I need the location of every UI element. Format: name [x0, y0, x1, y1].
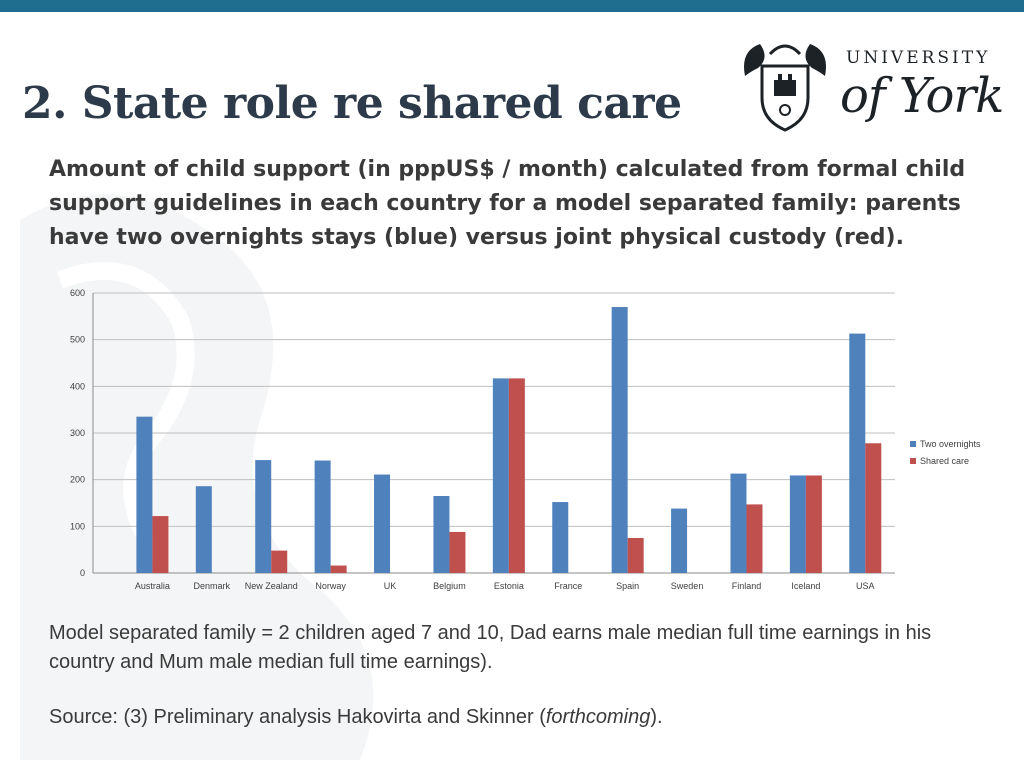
- y-tick-label: 300: [70, 428, 85, 438]
- bar-two-overnights: [611, 307, 628, 573]
- bar-shared-care: [746, 504, 763, 573]
- top-bar: [0, 0, 1024, 12]
- legend-swatch-blue: [910, 441, 916, 447]
- source-forthcoming: forthcoming: [545, 706, 651, 728]
- x-tick-label: Finland: [732, 581, 762, 591]
- x-tick-label: Iceland: [791, 581, 820, 591]
- bar-shared-care: [271, 550, 288, 573]
- x-tick-label: Australia: [135, 581, 170, 591]
- bar-two-overnights: [552, 502, 569, 573]
- x-tick-label: New Zealand: [245, 581, 298, 591]
- legend-swatch-red: [910, 458, 916, 464]
- bar-shared-care: [805, 475, 822, 573]
- bar-two-overnights: [314, 460, 331, 573]
- source-citation: Source: (3) Preliminary analysis Hakovir…: [49, 703, 663, 732]
- x-tick-label: France: [554, 581, 582, 591]
- legend-label: Shared care: [920, 456, 969, 466]
- bar-two-overnights: [492, 378, 509, 573]
- university-logo: UNIVERSITY of York: [740, 36, 1004, 136]
- bar-shared-care: [330, 565, 347, 573]
- x-tick-label: Spain: [616, 581, 639, 591]
- x-tick-label: USA: [856, 581, 875, 591]
- bar-shared-care: [152, 516, 169, 573]
- bar-two-overnights: [671, 508, 688, 573]
- x-tick-label: Belgium: [433, 581, 466, 591]
- model-family-note: Model separated family = 2 children aged…: [49, 622, 932, 673]
- x-tick-label: Denmark: [194, 581, 231, 591]
- y-tick-label: 400: [70, 381, 85, 391]
- logo-university-text: UNIVERSITY: [846, 48, 991, 68]
- chart-subtitle: Amount of child support (in pppUS$ / mon…: [49, 157, 966, 250]
- x-tick-label: UK: [384, 581, 397, 591]
- bar-two-overnights: [433, 496, 450, 573]
- bar-two-overnights: [255, 460, 272, 573]
- bar-shared-care: [508, 378, 525, 573]
- y-tick-label: 200: [70, 475, 85, 485]
- source-suffix: ).: [650, 706, 663, 728]
- y-tick-label: 100: [70, 521, 85, 531]
- crest-watermark: [20, 194, 374, 760]
- x-tick-label: Sweden: [671, 581, 704, 591]
- x-tick-label: Norway: [315, 581, 346, 591]
- bar-shared-care: [627, 538, 644, 573]
- y-tick-label: 500: [70, 335, 85, 345]
- x-tick-label: Estonia: [494, 581, 524, 591]
- y-tick-label: 0: [80, 568, 85, 578]
- bar-chart: 0 100 200 300 400 500 600 Australia Denmark New Z…: [70, 288, 981, 591]
- bar-two-overnights: [136, 416, 153, 573]
- bar-two-overnights: [374, 474, 391, 573]
- legend-label: Two overnights: [920, 439, 981, 449]
- bar-two-overnights: [730, 473, 747, 573]
- bar-two-overnights: [789, 475, 806, 573]
- bar-two-overnights: [195, 486, 212, 573]
- crest-icon: [744, 44, 826, 132]
- page-title: 2. State role re shared care: [22, 78, 682, 129]
- y-tick-label: 600: [70, 288, 85, 298]
- bar-shared-care: [449, 531, 466, 573]
- logo-york-text: of York: [840, 68, 1004, 124]
- source-prefix: Source: (3) Preliminary analysis Hakovir…: [49, 706, 546, 728]
- bar-shared-care: [865, 443, 882, 573]
- bar-two-overnights: [849, 333, 866, 573]
